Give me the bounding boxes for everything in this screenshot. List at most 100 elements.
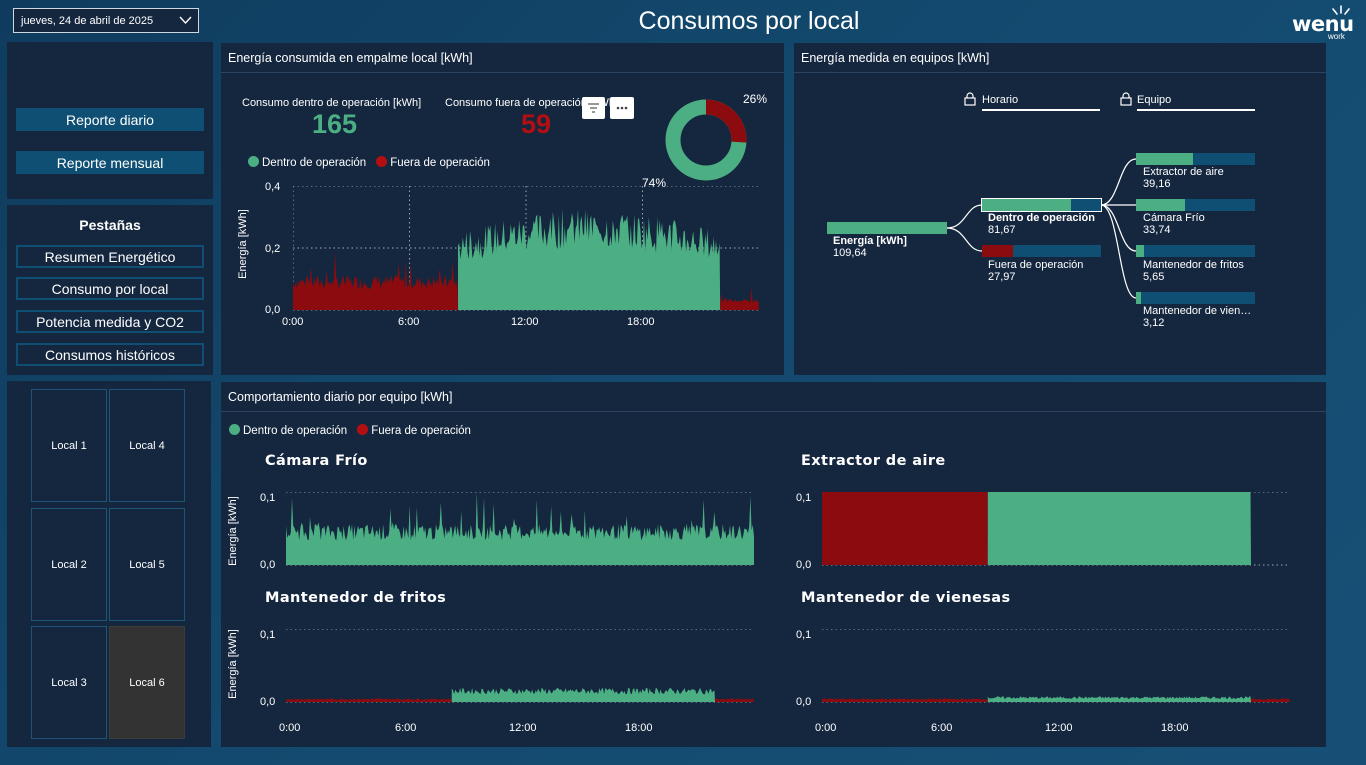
ytick: 0,1 [796,629,812,641]
local-3-tile[interactable]: Local 3 [31,626,107,739]
kpi-in-label: Consumo dentro de operación [kWh] [242,97,422,109]
leaf-label[interactable]: Mantenedor de vien… [1143,305,1252,317]
filter-equipo[interactable]: Equipo [1137,94,1172,106]
lock-icon [1120,92,1132,106]
ytick: 0,0 [260,696,276,708]
node-out-value: 27,97 [988,271,1016,283]
leaf-bar-bg [1136,245,1255,257]
local-4-tile[interactable]: Local 4 [109,389,185,502]
equipment-panel: Energía medida en equipos [kWh] Horario … [794,43,1326,375]
equipment-panel-title: Energía medida en equipos [kWh] [794,43,1326,73]
tab-resumen-energetico[interactable]: Resumen Energético [16,245,204,268]
extractor-chart [822,492,1290,566]
monthly-report-button[interactable]: Reporte mensual [16,151,204,174]
tabs-panel: Pestañas Resumen Energético Consumo por … [7,205,213,375]
filter-horario-underline [982,109,1100,111]
leaf-label[interactable]: Mantenedor de fritos [1143,259,1244,271]
node-out-bar [982,245,1013,257]
logo-rays-icon [1332,5,1350,15]
root-bar [827,222,947,234]
xtick: 0:00 [815,722,837,734]
decomposition-tree [827,153,1255,304]
logo-main: wenu [1292,12,1354,36]
y-axis-label: Energía [kWh] [227,496,239,566]
series-area-out [293,250,459,310]
local-6-tile[interactable]: Local 6 [109,626,185,739]
chart-title-fritos: Mantenedor de fritos [265,590,447,606]
root-value: 109,64 [833,247,867,259]
page-title: Consumos por local [638,7,860,35]
node-in-label[interactable]: Dentro de operación [988,212,1095,224]
series-area-in [286,492,754,565]
series-area-in [987,696,1251,702]
fritos-chart [286,629,754,703]
date-picker[interactable]: jueves, 24 de abril de 2025 [13,8,199,33]
ytick: 0,0 [796,559,812,571]
tab-potencia-co2[interactable]: Potencia medida y CO2 [16,310,204,333]
energy-panel-title: Energía consumida en empalme local [kWh] [221,43,784,73]
energy-ytick: 0,0 [265,304,281,316]
energy-xtick: 6:00 [398,316,420,328]
energy-y-axis-label: Energía [kWh] [237,209,249,279]
kpi-in-value: 165 [312,109,358,139]
kpi-out-value: 59 [521,109,552,139]
series-area-out [822,492,988,565]
energy-panel: Energía consumida en empalme local [kWh]… [221,43,784,375]
leaf-label[interactable]: Extractor de aire [1143,166,1224,178]
xtick: 6:00 [931,722,953,734]
filter-horario[interactable]: Horario [982,94,1019,106]
daily-report-button[interactable]: Reporte diario [16,108,204,131]
local-5-tile[interactable]: Local 5 [109,508,185,621]
series-area-in [451,687,715,702]
legend-out: Fuera de operación [357,424,471,437]
leaf-bar [1136,245,1144,257]
energy-ytick: 0,2 [265,243,281,255]
ytick: 0,0 [796,696,812,708]
energy-xtick: 18:00 [627,316,655,328]
chart-title-extractor: Extractor de aire [801,453,946,469]
leaf-label[interactable]: Cámara Frío [1143,212,1205,224]
node-out-label[interactable]: Fuera de operación [988,259,1084,271]
chevron-down-icon [179,16,192,25]
local-1-tile[interactable]: Local 1 [31,389,107,502]
vienesas-chart [822,629,1290,703]
filter-button[interactable] [582,97,605,119]
donut-chart [665,99,747,181]
local-2-tile[interactable]: Local 2 [31,508,107,621]
series-area-out [1251,698,1290,702]
leaf-value: 33,74 [1143,224,1171,236]
tree-link [1100,158,1137,206]
reports-panel: Reporte diario Reporte mensual [7,42,213,199]
series-area-out [715,698,754,702]
filter-equipo-underline [1137,109,1255,111]
energy-xtick: 12:00 [511,316,539,328]
tree-link [946,227,983,252]
energy-area-chart [293,186,759,311]
camara-frio-chart [286,492,754,566]
more-options-button[interactable] [610,97,634,119]
energy-ytick: 0,4 [265,181,281,193]
ytick: 0,1 [260,629,276,641]
leaf-bar [1136,153,1193,165]
xtick: 0:00 [279,722,301,734]
energy-xtick: 0:00 [282,316,304,328]
tab-consumo-por-local[interactable]: Consumo por local [16,277,204,300]
root-label: Energía [kWh] [833,235,907,247]
leaf-value: 5,65 [1143,271,1165,283]
leaf-bar [1136,199,1185,211]
xtick: 18:00 [625,722,653,734]
legend-in: Dentro de operación [248,156,366,169]
energy-legend: Dentro de operación Fuera de operación [248,156,490,169]
daily-legend: Dentro de operación Fuera de operación [229,424,471,437]
leaf-bar [1136,292,1141,304]
tree-link [946,204,983,229]
tab-consumos-historicos[interactable]: Consumos históricos [16,343,204,366]
wenu-logo: wenu work [1290,4,1358,42]
series-area-in [987,492,1251,565]
legend-out: Fuera de operación [376,156,490,169]
chart-title-vienesas: Mantenedor de vienesas [801,590,1011,606]
daily-panel: Comportamiento diario por equipo [kWh] D… [221,382,1326,747]
series-area-out [822,698,988,702]
date-value: jueves, 24 de abril de 2025 [21,15,154,27]
y-axis-label: Energía [kWh] [227,629,239,699]
